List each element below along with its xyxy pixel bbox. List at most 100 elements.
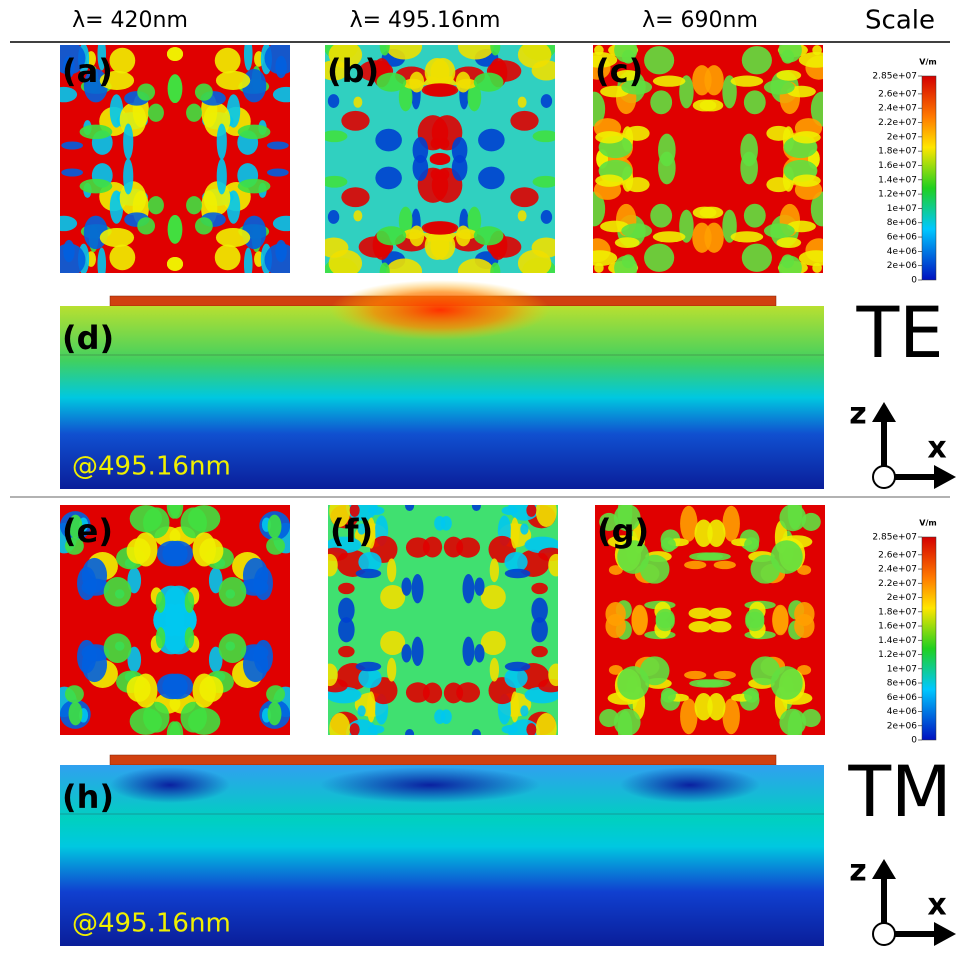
field-blob <box>788 495 803 530</box>
field-blob <box>625 126 649 141</box>
field-blob <box>801 513 820 531</box>
field-blob <box>338 598 355 623</box>
field-blob <box>267 141 289 149</box>
field-blob <box>532 238 561 258</box>
field-blob <box>406 682 430 702</box>
field-blob <box>744 204 766 228</box>
field-blob <box>541 94 552 108</box>
field-blob <box>69 702 83 726</box>
field-blob <box>322 663 338 686</box>
field-blob <box>656 609 675 629</box>
field-blob <box>80 179 113 194</box>
field-blob <box>380 263 390 283</box>
field-blob <box>548 554 564 577</box>
colorbar-label: 1e+07 <box>887 204 917 214</box>
field-blob <box>693 207 717 219</box>
field-blob <box>478 129 505 152</box>
field-blob <box>684 561 706 569</box>
colorbar-label: 2e+06 <box>887 261 918 271</box>
field-blob <box>505 662 531 671</box>
field-blob <box>109 48 135 74</box>
colorbar-label: 2.2e+07 <box>878 118 917 128</box>
field-blob <box>156 627 165 648</box>
field-blob <box>148 196 164 214</box>
field-blob <box>50 216 77 231</box>
figure: λ= 420nmλ= 495.16nmλ= 690nmScale(a)(b)(c… <box>0 0 959 966</box>
field-blob <box>533 176 559 188</box>
field-blob <box>377 73 407 92</box>
colorbar-label: 4e+06 <box>887 247 918 257</box>
field-blob <box>109 245 135 271</box>
field-blob <box>375 129 402 152</box>
field-blob <box>413 137 429 163</box>
colorbar-label: 2e+06 <box>887 721 918 731</box>
field-blob <box>526 504 536 517</box>
field-blob <box>266 685 285 703</box>
field-blob <box>405 729 414 740</box>
field-blob <box>490 263 500 283</box>
field-blob <box>456 682 480 702</box>
field-blob <box>338 646 354 657</box>
field-blob <box>541 210 552 224</box>
colorbar-label: 4e+06 <box>887 707 918 717</box>
colorbar <box>922 76 936 280</box>
field-blob <box>53 243 86 276</box>
field-blob <box>217 159 227 195</box>
colorbar-label: 1.4e+07 <box>878 636 917 646</box>
colorbar-label: 1e+07 <box>887 664 917 674</box>
panel-label: (d) <box>62 319 114 357</box>
field-blob <box>186 196 202 214</box>
field-blob <box>353 97 362 108</box>
field-blob <box>268 515 282 539</box>
field-blob <box>341 111 369 131</box>
field-blob <box>350 723 360 736</box>
field-blob <box>764 223 795 238</box>
field-blob <box>244 248 253 281</box>
field-node <box>320 767 540 803</box>
field-blob <box>474 73 504 92</box>
colorbar-label: 2e+07 <box>887 593 917 603</box>
field-blob <box>186 104 202 122</box>
axis-origin <box>873 466 895 488</box>
field-blob <box>695 519 713 547</box>
field-blob <box>618 710 633 745</box>
field-blob <box>434 709 445 724</box>
field-blob <box>452 137 468 163</box>
field-blob <box>386 258 422 284</box>
surface-strip <box>110 755 776 765</box>
colorbar-label: 2e+07 <box>887 132 917 142</box>
colorbar-label: 2.2e+07 <box>878 579 917 589</box>
column-header: λ= 690nm <box>642 8 758 33</box>
field-blob <box>536 496 557 527</box>
field-blob <box>644 46 674 74</box>
field-blob <box>156 592 165 613</box>
field-blob <box>273 87 300 102</box>
field-blob <box>238 125 271 140</box>
field-blob <box>168 74 182 103</box>
field-blob <box>238 179 271 194</box>
field-blob <box>714 671 736 679</box>
field-blob <box>401 577 411 595</box>
field-blob <box>764 80 795 95</box>
field-blob <box>799 250 834 266</box>
wavelength-label: @495.16nm <box>72 452 231 482</box>
field-blob <box>689 608 711 619</box>
scale-header: Scale <box>865 6 935 36</box>
field-blob <box>456 72 471 93</box>
arrow-head <box>872 402 896 422</box>
field-blob <box>199 538 223 564</box>
field-blob <box>526 723 536 736</box>
field-blob <box>328 94 339 108</box>
colorbar-label: 2.85e+07 <box>872 72 917 82</box>
colorbar-label: 1.6e+07 <box>878 622 917 632</box>
field-blob <box>531 598 548 623</box>
field-blob <box>779 256 802 280</box>
field-blob <box>185 627 194 648</box>
axis-label: x <box>927 888 946 923</box>
panel-label: (h) <box>62 778 114 816</box>
field-blob <box>456 537 480 557</box>
colorbar-label: 0 <box>911 736 917 746</box>
field-blob <box>794 602 814 626</box>
field-blob <box>599 709 618 727</box>
field-blob <box>799 52 834 68</box>
